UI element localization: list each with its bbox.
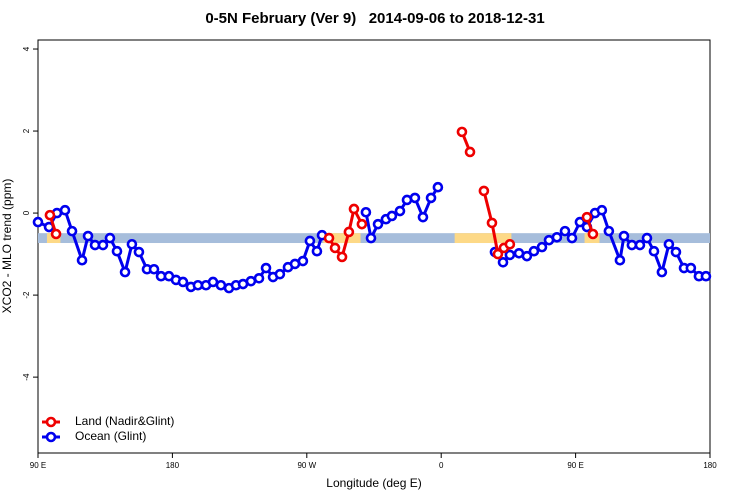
x-tick-label: 90 E <box>30 461 46 470</box>
data-point <box>566 232 578 244</box>
legend-marker <box>45 431 57 443</box>
data-point <box>76 254 88 266</box>
legend-marker <box>45 416 57 428</box>
data-point <box>66 225 78 237</box>
x-tick-label: 90 E <box>567 461 583 470</box>
data-point <box>323 232 335 244</box>
data-point <box>394 205 406 217</box>
data-point <box>32 216 44 228</box>
data-point <box>343 226 355 238</box>
data-point <box>492 248 504 260</box>
data-point <box>574 216 586 228</box>
legend-label: Land (Nadir&Glint) <box>75 414 174 428</box>
data-point <box>504 238 516 250</box>
y-axis-label: XCO2 - MLO trend (ppm) <box>0 179 14 314</box>
data-point <box>497 256 509 268</box>
data-point <box>559 225 571 237</box>
y-tick-label: -4 <box>22 373 31 381</box>
data-point <box>360 206 372 218</box>
data-point <box>603 225 615 237</box>
chart-title: 0-5N February (Ver 9) 2014-09-06 to 2018… <box>205 10 544 27</box>
data-point <box>304 235 316 247</box>
data-point <box>104 232 116 244</box>
data-point <box>536 241 548 253</box>
x-tick-label: 0 <box>439 461 444 470</box>
data-point <box>311 245 323 257</box>
data-point <box>634 239 646 251</box>
data-point <box>478 185 490 197</box>
data-point <box>297 255 309 267</box>
data-point <box>119 266 131 278</box>
data-point <box>372 218 384 230</box>
data-point <box>504 249 516 261</box>
data-point <box>329 242 341 254</box>
data-point <box>596 204 608 216</box>
data-point <box>528 245 540 257</box>
data-point <box>700 270 712 282</box>
data-point <box>551 231 563 243</box>
legend-label: Ocean (Glint) <box>75 429 146 443</box>
data-point <box>464 146 476 158</box>
data-point <box>670 246 682 258</box>
data-point <box>417 211 429 223</box>
data-point <box>348 203 360 215</box>
data-point <box>486 217 498 229</box>
y-tick-label: -2 <box>22 291 31 299</box>
data-point <box>59 204 71 216</box>
data-point <box>356 218 368 230</box>
data-point <box>409 192 421 204</box>
data-point <box>425 192 437 204</box>
data-point <box>44 209 56 221</box>
x-tick-label: 90 W <box>297 461 316 470</box>
data-point <box>177 276 189 288</box>
data-point <box>663 238 675 250</box>
data-point <box>126 238 138 250</box>
data-point <box>456 126 468 138</box>
y-tick-label: 2 <box>22 128 31 133</box>
data-point <box>274 268 286 280</box>
plot-frame <box>37 39 711 454</box>
data-point <box>97 239 109 251</box>
data-point <box>133 246 145 258</box>
series-line <box>493 208 706 278</box>
data-point <box>253 272 265 284</box>
data-point <box>521 250 533 262</box>
x-tick-label: 180 <box>166 461 180 470</box>
data-point <box>365 232 377 244</box>
data-point <box>386 210 398 222</box>
data-point <box>685 262 697 274</box>
land-band <box>454 233 512 244</box>
x-axis-label: Longitude (deg E) <box>326 476 421 490</box>
y-tick-label: 0 <box>22 210 31 215</box>
data-point <box>648 245 660 257</box>
data-point <box>111 245 123 257</box>
data-point <box>432 181 444 193</box>
data-point <box>587 228 599 240</box>
land-band <box>323 233 361 244</box>
data-point <box>260 262 272 274</box>
data-point <box>656 266 668 278</box>
x-tick-label: 180 <box>703 461 717 470</box>
data-point <box>50 228 62 240</box>
data-point <box>641 232 653 244</box>
y-tick-label: 4 <box>22 46 31 51</box>
data-point <box>614 254 626 266</box>
data-point <box>618 230 630 242</box>
data-point <box>336 251 348 263</box>
data-point <box>148 263 160 275</box>
data-point <box>82 230 94 242</box>
data-point <box>581 211 593 223</box>
